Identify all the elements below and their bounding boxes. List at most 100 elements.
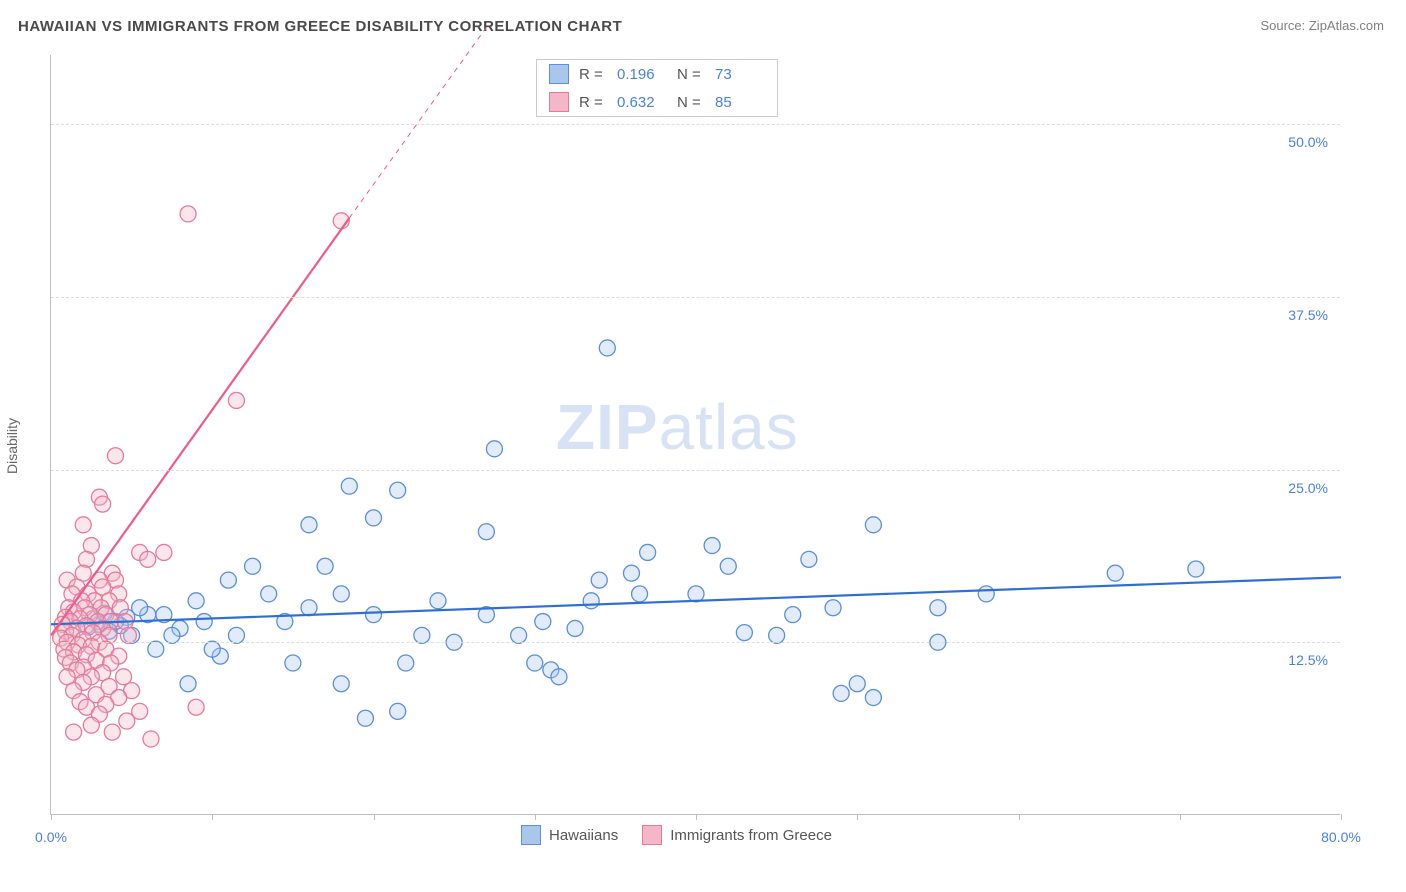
scatter-svg — [51, 55, 1341, 815]
scatter-point-hawaiians — [624, 565, 640, 581]
gridline-h — [51, 124, 1340, 125]
scatter-point-hawaiians — [357, 710, 373, 726]
scatter-point-hawaiians — [486, 441, 502, 457]
scatter-point-greece — [83, 717, 99, 733]
scatter-point-hawaiians — [930, 600, 946, 616]
chart-container: HAWAIIAN VS IMMIGRANTS FROM GREECE DISAB… — [0, 0, 1406, 892]
source-name: ZipAtlas.com — [1309, 18, 1384, 33]
legend-n-value: 73 — [715, 66, 765, 83]
legend-n-label: N = — [677, 66, 705, 83]
trend-line-dash-greece — [349, 27, 486, 218]
scatter-point-hawaiians — [196, 614, 212, 630]
scatter-point-hawaiians — [688, 586, 704, 602]
chart-title: HAWAIIAN VS IMMIGRANTS FROM GREECE DISAB… — [18, 18, 622, 35]
x-tick — [535, 814, 536, 820]
x-tick — [1341, 814, 1342, 820]
scatter-point-greece — [143, 731, 159, 747]
scatter-point-greece — [156, 544, 172, 560]
scatter-point-hawaiians — [825, 600, 841, 616]
scatter-point-hawaiians — [301, 600, 317, 616]
gridline-h — [51, 642, 1340, 643]
x-tick — [696, 814, 697, 820]
scatter-point-greece — [66, 724, 82, 740]
scatter-point-hawaiians — [398, 655, 414, 671]
scatter-point-hawaiians — [583, 593, 599, 609]
scatter-point-hawaiians — [228, 627, 244, 643]
scatter-point-hawaiians — [333, 586, 349, 602]
scatter-point-hawaiians — [865, 690, 881, 706]
correlation-legend: R =0.196N =73R =0.632N =85 — [536, 59, 778, 117]
legend-r-label: R = — [579, 94, 607, 111]
correlation-legend-row-greece: R =0.632N =85 — [537, 88, 777, 116]
scatter-point-hawaiians — [245, 558, 261, 574]
gridline-h — [51, 470, 1340, 471]
x-tick-label: 80.0% — [1321, 829, 1361, 845]
scatter-point-hawaiians — [148, 641, 164, 657]
legend-swatch-greece — [642, 825, 662, 845]
legend-n-value: 85 — [715, 94, 765, 111]
trend-line-hawaiians — [51, 577, 1341, 624]
scatter-point-hawaiians — [865, 517, 881, 533]
legend-r-value: 0.196 — [617, 66, 667, 83]
series-legend: HawaiiansImmigrants from Greece — [521, 825, 832, 845]
scatter-point-greece — [228, 392, 244, 408]
scatter-point-hawaiians — [511, 627, 527, 643]
scatter-point-greece — [119, 713, 135, 729]
legend-swatch-hawaiians — [549, 64, 569, 84]
source-attribution: Source: ZipAtlas.com — [1260, 18, 1384, 33]
legend-r-value: 0.632 — [617, 94, 667, 111]
scatter-point-hawaiians — [736, 625, 752, 641]
scatter-point-hawaiians — [188, 593, 204, 609]
scatter-point-greece — [140, 551, 156, 567]
scatter-point-hawaiians — [317, 558, 333, 574]
legend-r-label: R = — [579, 66, 607, 83]
x-tick — [1180, 814, 1181, 820]
scatter-point-hawaiians — [599, 340, 615, 356]
scatter-point-hawaiians — [366, 607, 382, 623]
scatter-point-hawaiians — [833, 685, 849, 701]
scatter-point-hawaiians — [180, 676, 196, 692]
x-tick — [1019, 814, 1020, 820]
y-tick-label: 50.0% — [1288, 134, 1328, 150]
x-tick — [51, 814, 52, 820]
plot-area: ZIPatlas R =0.196N =73R =0.632N =85 Hawa… — [50, 55, 1340, 815]
legend-swatch-hawaiians — [521, 825, 541, 845]
x-tick — [212, 814, 213, 820]
scatter-point-greece — [108, 448, 124, 464]
scatter-point-hawaiians — [285, 655, 301, 671]
scatter-point-hawaiians — [1188, 561, 1204, 577]
scatter-point-hawaiians — [430, 593, 446, 609]
y-axis-label: Disability — [4, 418, 20, 474]
scatter-point-hawaiians — [341, 478, 357, 494]
source-prefix: Source: — [1260, 18, 1308, 33]
scatter-point-greece — [188, 699, 204, 715]
scatter-point-hawaiians — [704, 538, 720, 554]
scatter-point-hawaiians — [769, 627, 785, 643]
scatter-point-hawaiians — [390, 703, 406, 719]
scatter-point-hawaiians — [567, 620, 583, 636]
scatter-point-hawaiians — [390, 482, 406, 498]
scatter-point-hawaiians — [1107, 565, 1123, 581]
scatter-point-hawaiians — [204, 641, 220, 657]
scatter-point-hawaiians — [220, 572, 236, 588]
scatter-point-hawaiians — [978, 586, 994, 602]
scatter-point-hawaiians — [414, 627, 430, 643]
scatter-point-hawaiians — [632, 586, 648, 602]
series-legend-item-greece: Immigrants from Greece — [642, 825, 832, 845]
scatter-point-greece — [180, 206, 196, 222]
scatter-point-hawaiians — [801, 551, 817, 567]
gridline-h — [51, 297, 1340, 298]
y-tick-label: 12.5% — [1288, 652, 1328, 668]
series-legend-label: Immigrants from Greece — [670, 827, 832, 844]
scatter-point-hawaiians — [591, 572, 607, 588]
x-tick — [857, 814, 858, 820]
y-tick-label: 25.0% — [1288, 480, 1328, 496]
scatter-point-hawaiians — [261, 586, 277, 602]
scatter-point-hawaiians — [785, 607, 801, 623]
scatter-point-hawaiians — [535, 614, 551, 630]
scatter-point-greece — [95, 496, 111, 512]
scatter-point-hawaiians — [478, 524, 494, 540]
correlation-legend-row-hawaiians: R = 0.196 N = 73 — [537, 60, 777, 88]
trend-line-greece — [51, 218, 349, 635]
scatter-point-hawaiians — [301, 517, 317, 533]
